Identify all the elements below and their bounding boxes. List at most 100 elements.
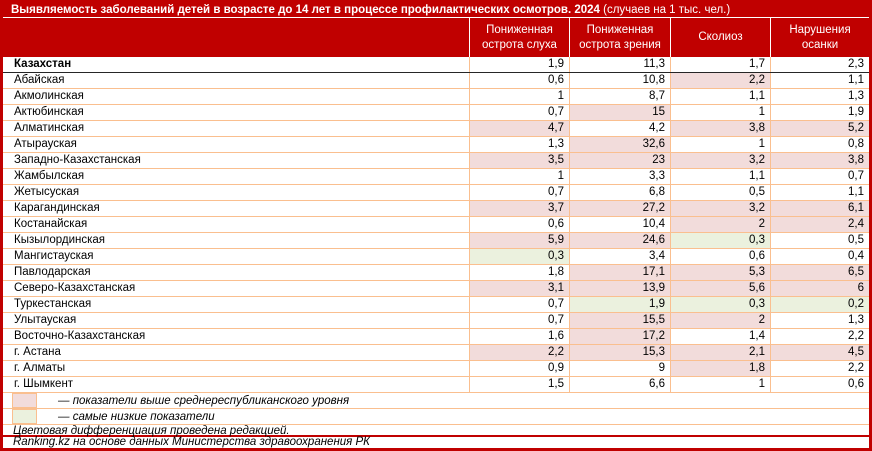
value-cell: 0,6 <box>670 249 770 264</box>
value-cell: 1,5 <box>469 377 569 392</box>
value-cell: 4,7 <box>469 121 569 136</box>
value-cell: 0,3 <box>670 297 770 312</box>
value-cell: 6,1 <box>770 201 869 216</box>
value-cell: 13,9 <box>569 281 670 296</box>
value-cell: 4,5 <box>770 345 869 360</box>
table-row: Туркестанская 0,7 1,9 0,3 0,2 <box>3 297 869 313</box>
value-cell: 1,9 <box>569 297 670 312</box>
value-cell: 15,3 <box>569 345 670 360</box>
region-name: Атырауская <box>14 138 77 150</box>
table-row: Северо-Казахстанская 3,1 13,9 5,6 6 <box>3 281 869 297</box>
value-cell: 1 <box>469 169 569 184</box>
value-cell: 0,9 <box>469 361 569 376</box>
value-cell: 2,2 <box>670 73 770 88</box>
value-cell: 1,3 <box>770 313 869 328</box>
column-header-row: Пониженная острота слуха Пониженная остро… <box>3 18 869 57</box>
region-name: Костанайская <box>14 218 88 230</box>
value-cell: 10,4 <box>569 217 670 232</box>
region-name: г. Алматы <box>14 362 66 374</box>
value-cell: 24,6 <box>569 233 670 248</box>
value-cell: 2 <box>670 217 770 232</box>
value-cell: 2,1 <box>670 345 770 360</box>
table-row: Кызылординская 5,9 24,6 0,3 0,5 <box>3 233 869 249</box>
value-cell: 15,5 <box>569 313 670 328</box>
value-cell: 2,3 <box>770 57 869 72</box>
table-row: г. Алматы 0,9 9 1,8 2,2 <box>3 361 869 377</box>
legend-label: — самые низкие показатели <box>58 410 215 423</box>
value-cell: 0,3 <box>670 233 770 248</box>
value-cell: 3,2 <box>670 153 770 168</box>
value-cell: 1,7 <box>670 57 770 72</box>
value-cell: 1,3 <box>770 89 869 104</box>
column-header: Пониженная острота слуха <box>469 18 569 57</box>
value-cell: 6,6 <box>569 377 670 392</box>
value-cell: 1 <box>670 377 770 392</box>
table-row: Казахстан 1,9 11,3 1,7 2,3 <box>3 57 869 73</box>
table-row: г. Шымкент 1,5 6,6 1 0,6 <box>3 377 869 393</box>
value-cell: 0,3 <box>469 249 569 264</box>
value-cell: 9 <box>569 361 670 376</box>
value-cell: 2,2 <box>469 345 569 360</box>
legend-label: — показатели выше среднереспубликанского… <box>58 394 350 407</box>
region-column-header <box>3 18 469 57</box>
value-cell: 27,2 <box>569 201 670 216</box>
value-cell: 1,9 <box>770 105 869 120</box>
table-row: Актюбинская 0,7 15 1 1,9 <box>3 105 869 121</box>
value-cell: 17,1 <box>569 265 670 280</box>
region-name: Кызылординская <box>14 234 106 246</box>
value-cell: 3,5 <box>469 153 569 168</box>
title-text: Выявляемость заболеваний детей в возраст… <box>11 4 600 16</box>
value-cell: 2,4 <box>770 217 869 232</box>
region-name: Карагандинская <box>14 202 100 214</box>
value-cell: 1,8 <box>469 265 569 280</box>
table-row: Мангистауская 0,3 3,4 0,6 0,4 <box>3 249 869 265</box>
table-body: Казахстан 1,9 11,3 1,7 2,3 Абайская 0,6 10,8 2,2… <box>3 57 869 393</box>
region-name: Акмолинская <box>14 90 84 102</box>
value-cell: 0,2 <box>770 297 869 312</box>
value-cell: 3,1 <box>469 281 569 296</box>
value-cell: 3,3 <box>569 169 670 184</box>
table-row: Павлодарская 1,8 17,1 5,3 6,5 <box>3 265 869 281</box>
value-cell: 1,1 <box>770 73 869 88</box>
value-cell: 0,6 <box>469 217 569 232</box>
value-cell: 5,2 <box>770 121 869 136</box>
region-name: Абайская <box>14 74 65 86</box>
region-name: Туркестанская <box>14 298 92 310</box>
table-row: Костанайская 0,6 10,4 2 2,4 <box>3 217 869 233</box>
legend-row: — показатели выше среднереспубликанского… <box>3 393 869 409</box>
title-suffix: (случаев на 1 тыс. чел.) <box>599 4 731 16</box>
value-cell: 1,1 <box>670 169 770 184</box>
table-title: Выявляемость заболеваний детей в возраст… <box>3 3 869 18</box>
legend-swatch-low <box>12 409 37 424</box>
value-cell: 8,7 <box>569 89 670 104</box>
table-row: Западно-Казахстанская 3,5 23 3,2 3,8 <box>3 153 869 169</box>
value-cell: 15 <box>569 105 670 120</box>
value-cell: 3,4 <box>569 249 670 264</box>
column-header: Сколиоз <box>670 18 770 57</box>
value-cell: 1 <box>670 105 770 120</box>
value-cell: 0,7 <box>469 313 569 328</box>
region-name: Мангистауская <box>14 250 94 262</box>
column-header: Пониженная острота зрения <box>569 18 670 57</box>
value-cell: 0,6 <box>469 73 569 88</box>
value-cell: 6,8 <box>569 185 670 200</box>
value-cell: 2,2 <box>770 329 869 344</box>
value-cell: 3,8 <box>670 121 770 136</box>
value-cell: 1 <box>670 137 770 152</box>
value-cell: 4,2 <box>569 121 670 136</box>
table-row: Атырауская 1,3 32,6 1 0,8 <box>3 137 869 153</box>
region-name: Алматинская <box>14 122 85 134</box>
region-name: Восточно-Казахстанская <box>14 330 146 342</box>
table-row: Жетысуская 0,7 6,8 0,5 1,1 <box>3 185 869 201</box>
value-cell: 0,7 <box>469 105 569 120</box>
table-row: Карагандинская 3,7 27,2 3,2 6,1 <box>3 201 869 217</box>
value-cell: 11,3 <box>569 57 670 72</box>
value-cell: 5,9 <box>469 233 569 248</box>
region-name: Улытауская <box>14 314 77 326</box>
value-cell: 0,5 <box>670 185 770 200</box>
value-cell: 32,6 <box>569 137 670 152</box>
value-cell: 2 <box>670 313 770 328</box>
value-cell: 23 <box>569 153 670 168</box>
value-cell: 3,7 <box>469 201 569 216</box>
